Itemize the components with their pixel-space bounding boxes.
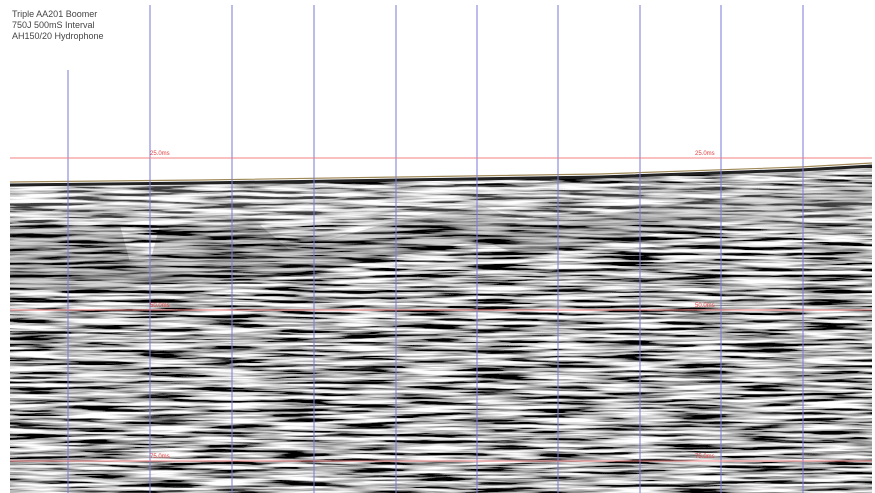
header-line: 750J 500mS Interval — [12, 20, 95, 30]
depth-label: 50.0ms — [150, 303, 170, 309]
seabed-surface — [9, 162, 873, 183]
seabed-line — [9, 164, 873, 187]
depth-label: 75.0ms — [695, 454, 715, 460]
depth-label: 50.0ms — [695, 303, 715, 309]
depth-label: 25.0ms — [695, 151, 715, 157]
depth-label: 75.0ms — [150, 454, 170, 460]
depth-lines — [10, 157, 872, 462]
reflection-data — [10, 166, 872, 493]
depth-label: 25.0ms — [150, 151, 170, 157]
header-line: Triple AA201 Boomer — [12, 9, 97, 19]
header-line: AH150/20 Hydrophone — [12, 31, 104, 41]
fix-lines — [67, 5, 804, 493]
